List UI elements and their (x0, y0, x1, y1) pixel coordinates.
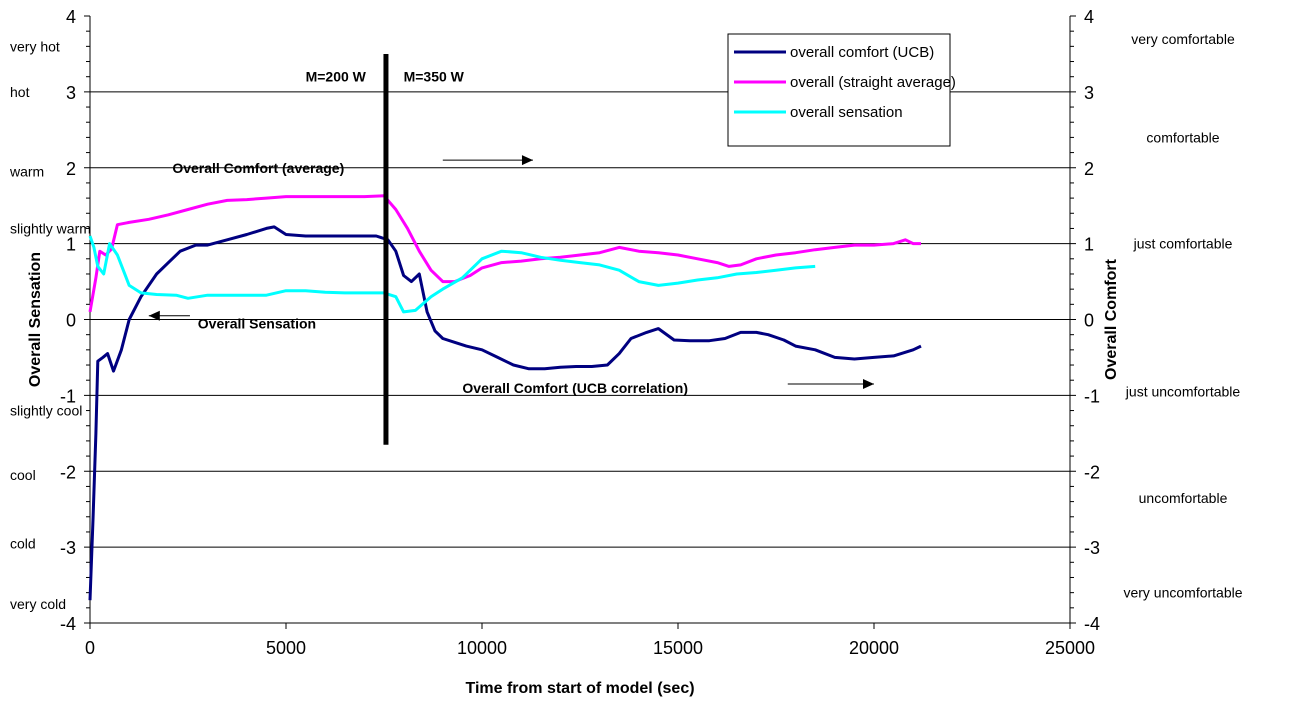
series-line (88, 194, 921, 313)
right-tick-label: 1 (1084, 235, 1094, 255)
annotation-arrow-head (863, 378, 874, 389)
x-tick-label: 25000 (1045, 638, 1095, 658)
left-tick-label: 0 (66, 311, 76, 331)
y-axis-title-right: Overall Comfort (1103, 258, 1120, 380)
right-tick-label: 3 (1084, 83, 1094, 103)
annotation-arrow-head (148, 310, 160, 321)
x-tick-label: 0 (85, 638, 95, 658)
right-tick-label: 2 (1084, 159, 1094, 179)
legend-label: overall comfort (UCB) (790, 44, 934, 61)
series-lines (88, 194, 922, 601)
y-axis-title-left: Overall Sensation (27, 252, 44, 387)
left-tick-label: -3 (60, 538, 76, 558)
annotation-text: M=350 W (404, 69, 465, 85)
x-tick-label: 10000 (457, 638, 507, 658)
sensation-scale-label: slightly warm (10, 220, 91, 236)
left-tick-label: -2 (60, 462, 76, 482)
right-tick-label: -3 (1084, 538, 1100, 558)
annotation-text: M=200 W (306, 69, 367, 85)
legend-label: overall sensation (790, 104, 903, 121)
annotation-arrow-head (521, 155, 533, 166)
right-tick-label: -2 (1084, 462, 1100, 482)
sensation-scale-label: very hot (10, 38, 60, 54)
gridlines (90, 91, 1070, 548)
left-tick-label: 2 (66, 159, 76, 179)
x-tick-label: 15000 (653, 638, 703, 658)
annotation-text: Overall Sensation (198, 315, 316, 331)
comfort-scale-label: comfortable (1146, 129, 1219, 145)
comfort-scale-label: uncomfortable (1139, 490, 1228, 506)
left-tick-label: 4 (66, 7, 76, 27)
comfort-scale-label: just comfortable (1133, 236, 1233, 252)
series-line (88, 235, 816, 314)
left-tick-label: 3 (66, 83, 76, 103)
legend-label: overall (straight average) (790, 74, 956, 91)
left-tick-label: 1 (66, 235, 76, 255)
legend: overall comfort (UCB) overall (straight a… (727, 33, 956, 147)
comfort-scale-label: very comfortable (1131, 31, 1235, 47)
sensation-scale-label: slightly cool (10, 403, 82, 419)
axes: -4 -4 -3 -3 -2 -2 -1 -1 0 0 1 1 2 2 3 3 4 4 0 5000 10000 1500… (9, 7, 1243, 697)
right-tick-label: -1 (1084, 386, 1100, 406)
annotations: M=200 W M=350 W Overall Comfort (average) O… (148, 69, 874, 396)
sensation-scale-label: very cold (10, 596, 66, 612)
series-line (88, 225, 922, 601)
sensation-scale-label: cold (10, 535, 36, 551)
sensation-scale-label: warm (9, 164, 44, 180)
x-tick-label: 5000 (266, 638, 306, 658)
comfort-scale-label: very uncomfortable (1123, 585, 1242, 601)
x-axis-title: Time from start of model (sec) (465, 680, 694, 697)
left-tick-label: -1 (60, 386, 76, 406)
comfort-scale-label: just uncomfortable (1125, 384, 1241, 400)
right-tick-label: 4 (1084, 7, 1094, 27)
annotation-text: Overall Comfort (UCB correlation) (462, 380, 688, 396)
x-tick-label: 20000 (849, 638, 899, 658)
sensation-scale-label: cool (10, 467, 36, 483)
annotation-text: Overall Comfort (average) (172, 160, 344, 176)
sensation-scale-label: hot (10, 84, 30, 100)
right-tick-label: -4 (1084, 614, 1100, 634)
left-tick-label: -4 (60, 614, 76, 634)
right-tick-label: 0 (1084, 311, 1094, 331)
